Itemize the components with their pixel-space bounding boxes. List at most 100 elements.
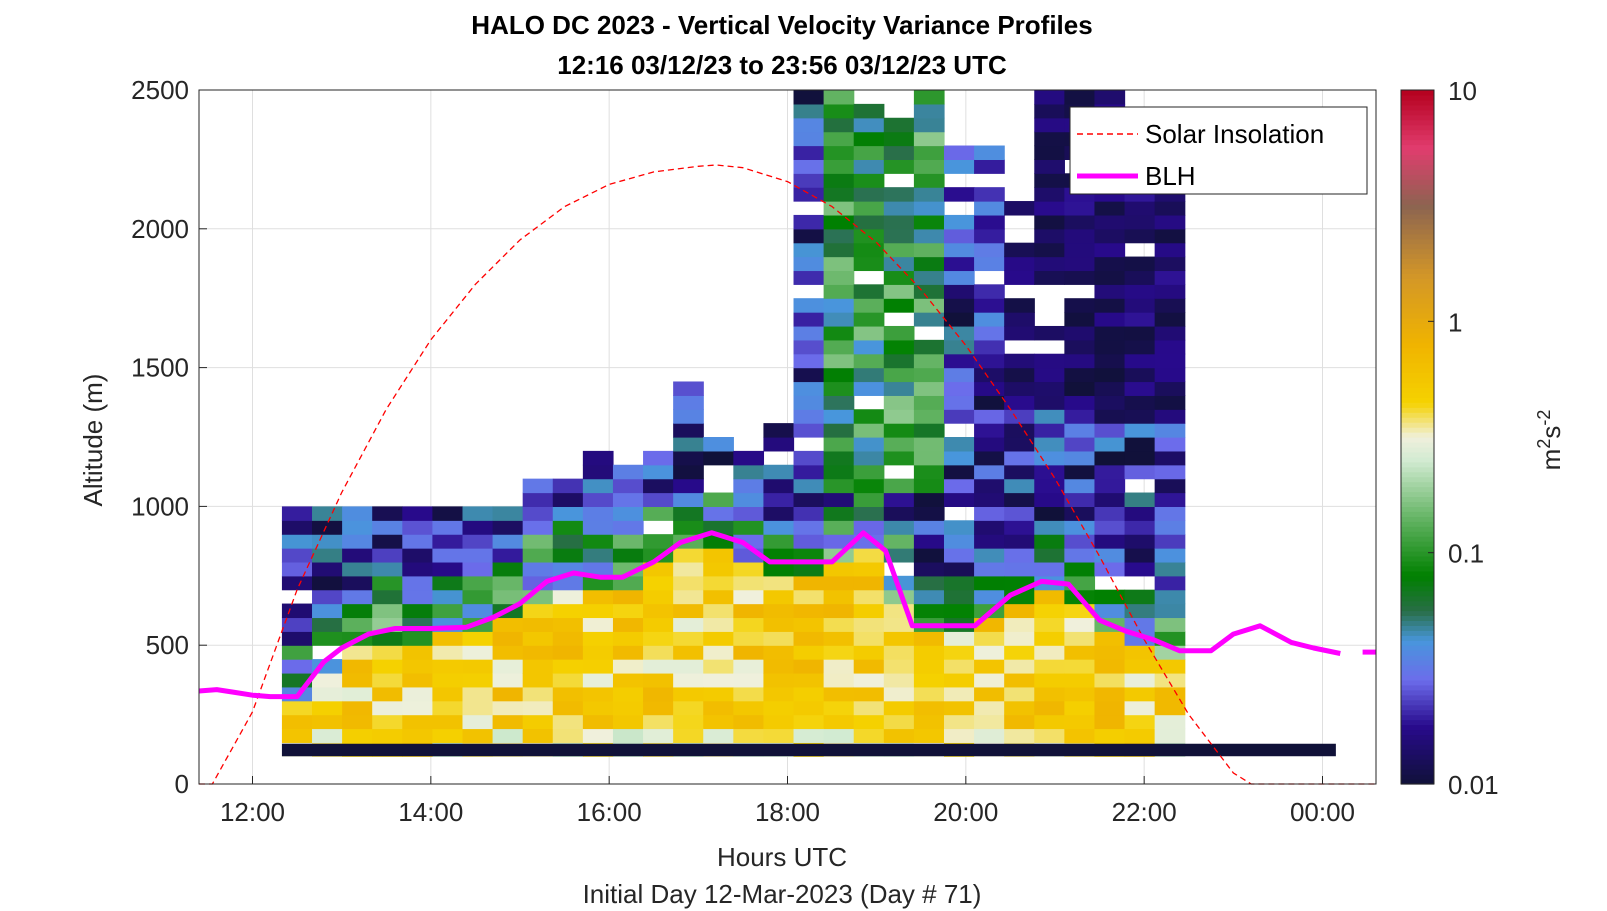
heatmap-cell	[793, 325, 825, 341]
heatmap-cell	[372, 561, 403, 577]
colorbar-segment	[1401, 714, 1434, 721]
colorbar-frame	[1400, 89, 1435, 785]
heatmap-cell	[913, 367, 945, 383]
heatmap-cell	[883, 672, 915, 688]
heatmap-cell	[913, 187, 945, 202]
heatmap-cell	[703, 686, 734, 702]
colorbar-segment	[1401, 422, 1434, 428]
heatmap-cell	[612, 659, 644, 674]
heatmap-cell	[974, 242, 1005, 258]
heatmap-cell	[492, 575, 524, 591]
heatmap-cell	[974, 187, 1005, 202]
heatmap-cell	[342, 561, 373, 577]
heatmap-cell	[1154, 575, 1186, 591]
colorbar-ticks: 0.01 0.1 1 10	[1428, 76, 1499, 800]
heatmap-cell	[1004, 700, 1035, 716]
heatmap-cell	[733, 617, 765, 632]
heatmap-cell	[612, 478, 644, 494]
colorbar-segment	[1401, 144, 1434, 151]
colorbar-segment	[1401, 253, 1434, 260]
heatmap-cell	[703, 589, 734, 605]
heatmap-cell	[974, 714, 1005, 730]
colorbar-segment	[1401, 417, 1434, 423]
heatmap-cell	[1004, 312, 1035, 327]
heatmap-cell	[853, 159, 885, 174]
heatmap-cell	[823, 672, 855, 688]
heatmap-cell	[853, 339, 885, 355]
colorbar-segment	[1401, 298, 1434, 304]
heatmap-cell	[342, 700, 373, 716]
heatmap-cell	[342, 645, 373, 660]
heatmap-cell	[1034, 367, 1065, 383]
heatmap-cell	[1154, 478, 1186, 494]
heatmap-cell	[853, 298, 885, 313]
colorbar-segment	[1401, 699, 1434, 706]
heatmap-cell	[612, 548, 644, 563]
colorbar-segment	[1401, 660, 1434, 666]
heatmap-cell	[1124, 728, 1156, 743]
heatmap-cell	[1094, 492, 1126, 507]
heatmap-cell	[312, 728, 343, 743]
colorbar-segment	[1401, 759, 1434, 765]
heatmap-cell	[793, 228, 825, 244]
heatmap-cell	[1064, 672, 1096, 688]
heatmap-cell	[913, 506, 945, 521]
heatmap-cell	[793, 90, 825, 105]
colorbar-segment	[1401, 650, 1434, 656]
heatmap-cell	[913, 145, 945, 160]
colorbar-segment	[1401, 154, 1434, 160]
heatmap-cell	[1034, 464, 1065, 480]
heatmap-cell	[522, 617, 554, 632]
heatmap-cell	[1064, 242, 1096, 258]
heatmap-cell	[643, 645, 674, 660]
heatmap-cell	[823, 214, 855, 230]
colorbar-segment	[1401, 645, 1434, 651]
heatmap-cell	[492, 561, 524, 577]
colorbar-segment	[1401, 437, 1434, 443]
heatmap-cell	[853, 256, 885, 272]
heatmap-cell	[763, 589, 795, 605]
colorbar-segment	[1401, 595, 1434, 602]
heatmap-cell	[1004, 242, 1035, 258]
colorbar-segment	[1401, 476, 1434, 483]
heatmap-cell	[673, 589, 704, 605]
colorbar-segment	[1401, 461, 1434, 468]
heatmap-cell	[552, 534, 584, 549]
heatmap-cell	[1124, 201, 1156, 216]
heatmap-cell	[1154, 617, 1186, 632]
heatmap-cell	[281, 728, 313, 743]
heatmap-cell	[342, 589, 373, 605]
heatmap-cell	[883, 534, 915, 549]
heatmap-cell	[703, 506, 734, 521]
heatmap-cell	[372, 589, 403, 605]
heatmap-cell	[763, 700, 795, 716]
heatmap-cell	[883, 117, 915, 133]
heatmap-cell	[1124, 395, 1156, 410]
heatmap-cell	[913, 700, 945, 716]
heatmap-cell	[913, 548, 945, 563]
heatmap-cell	[1064, 450, 1096, 466]
heatmap-cell	[763, 464, 795, 480]
heatmap-cell	[1034, 645, 1065, 660]
colorbar-segment	[1401, 347, 1434, 354]
heatmap-cell	[1094, 270, 1126, 285]
colorbar-segment	[1401, 313, 1434, 319]
x-tick-label: 12:00	[220, 797, 285, 827]
heatmap-cell	[1034, 714, 1065, 730]
heatmap-cell	[1004, 450, 1035, 466]
heatmap-cell	[793, 131, 825, 147]
colorbar-segment	[1401, 342, 1434, 349]
heatmap-cell	[733, 714, 765, 730]
heatmap-cell	[582, 631, 614, 646]
heatmap-cell	[793, 700, 825, 716]
heatmap-cell	[1034, 90, 1065, 105]
heatmap-cell	[763, 672, 795, 688]
heatmap-cell	[342, 575, 373, 591]
heatmap-cell	[1034, 353, 1065, 369]
heatmap-cell	[462, 589, 494, 605]
heatmap-cell	[582, 672, 614, 688]
heatmap-cell	[1154, 561, 1186, 577]
heatmap-cell	[733, 450, 765, 466]
heatmap-cell	[1094, 395, 1126, 410]
heatmap-cell	[883, 589, 915, 605]
